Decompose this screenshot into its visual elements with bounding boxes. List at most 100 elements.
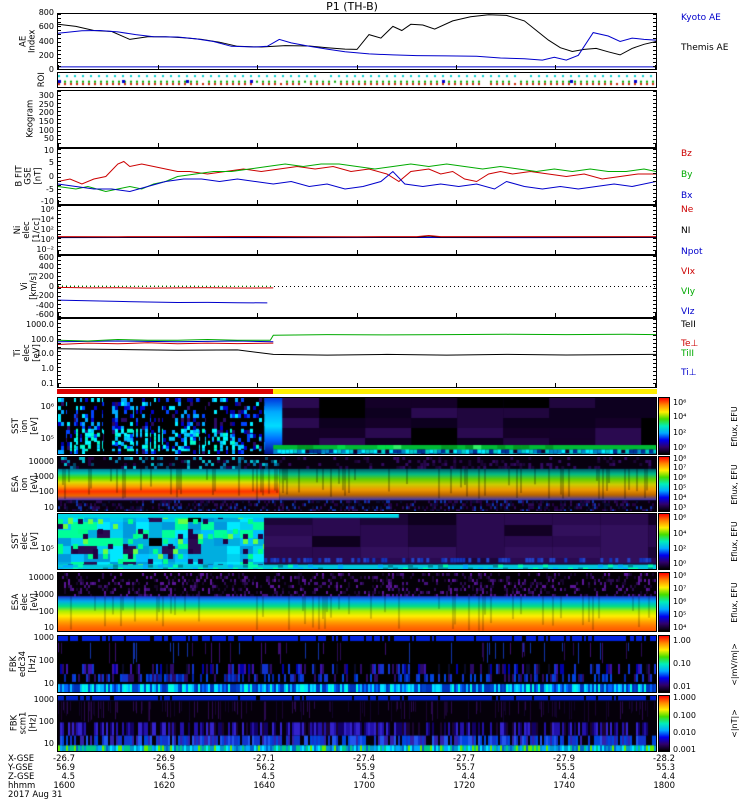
x-tick [356, 250, 358, 254]
xaxis-val-y-1740: 55.5 [556, 763, 575, 773]
ti-ytick: 1.0 [41, 364, 54, 374]
panel-ae [57, 13, 657, 70]
panel-roi [57, 72, 657, 88]
xaxis-date: 2017 Aug 31 [8, 790, 63, 800]
ni-axis-label: Ni elec [1/cc] [12, 205, 44, 255]
xaxis-val-y-1700: 55.9 [356, 763, 375, 773]
bfit-ytick: -5 [46, 184, 54, 194]
x-tick [256, 313, 258, 317]
ni-ytick: 10⁴ [40, 215, 54, 224]
ni-ytick: 10⁰ [40, 235, 54, 244]
ti-legend-Te⊥: Te⊥ [681, 339, 699, 349]
x-tick [58, 65, 59, 69]
x-tick [58, 250, 59, 254]
esa_ion-axis-label: ESA ion [eV] [10, 456, 42, 512]
fbk_edc-axis-label: FBK edc34 [Hz] [8, 635, 40, 693]
xaxis-val-z-1640: 4.5 [261, 772, 275, 782]
xaxis-name-Y-GSE: Y-GSE [8, 763, 33, 773]
ae-lines [57, 14, 657, 68]
ni-ytick: 10⁶ [40, 205, 54, 214]
vi-ytick: -600 [35, 310, 54, 320]
x-tick [157, 313, 159, 317]
esa_elec-colorbar-tick: 10⁵ [673, 610, 687, 620]
xaxis-val-x-1600: -26.7 [53, 754, 75, 764]
ni-legend-Ne: Ne [681, 205, 694, 215]
keogram-ytick: 150 [38, 116, 54, 126]
fbk_scm-spectrogram [58, 696, 656, 751]
ti-legend-Ti⊥: Ti⊥ [681, 368, 697, 378]
ni-ytick: 10⁻² [36, 245, 54, 254]
xaxis-val-z-1600: 4.5 [61, 772, 75, 782]
xaxis-val-x-1620: -26.9 [153, 754, 175, 764]
fbk_edc-colorbar-tick: 0.01 [673, 682, 691, 692]
x-tick [256, 250, 258, 254]
fbk_scm-colorbar-tick: 0.100 [673, 711, 696, 721]
roi-axis-label-text: ROI [37, 72, 48, 88]
keogram-axis-label: Keogram [22, 90, 40, 148]
sst_elec-colorbar-tick: 10⁶ [673, 512, 687, 522]
fbk_scm-axis-label-text: FBK scm1 [Hz] [8, 712, 38, 735]
x-tick [655, 383, 656, 387]
bfit-axis-label: B FIT GSE [nT] [14, 148, 46, 205]
xaxis-val-time-1640: 1640 [253, 781, 275, 791]
sst_elec-colorbar-tick: 10² [673, 544, 687, 554]
ae-ytick: 600 [38, 22, 54, 32]
esa_ion-ytick: 10000 [28, 457, 54, 467]
vi-ytick: -200 [35, 291, 54, 301]
bfit-legend-Bz: Bz [681, 149, 692, 159]
keogram-ytick: 100 [38, 125, 54, 135]
ti-axis-label-text: Ti elec [eV] [12, 344, 42, 362]
sst_elec-colorbar-unit-text: Eflux, EFU [729, 521, 739, 562]
ae-ytick: 0 [48, 65, 54, 74]
xaxis-val-y-1620: 56.5 [156, 763, 175, 773]
sst_elec-axis-label: SST elec [eV] [10, 513, 42, 570]
sst_ion-colorbar-tick: 10⁴ [673, 412, 687, 422]
xaxis-name-Z-GSE: Z-GSE [8, 772, 35, 782]
ti-ytick: 0.1 [41, 378, 54, 388]
ti-legend-TiII: TiII [681, 349, 695, 359]
flag-bar-yellow [273, 389, 657, 394]
sst_elec-spectrogram [58, 514, 656, 569]
x-tick [655, 143, 656, 147]
bfit-ytick: 10 [43, 145, 54, 155]
ti-lines [57, 333, 657, 356]
ae-ytick: 800 [38, 8, 54, 17]
y-minor-ticks [653, 149, 656, 204]
xaxis-name-X-GSE: X-GSE [8, 754, 35, 764]
esa_elec-spectrogram [58, 573, 656, 631]
esa_ion-ytick: 1000 [33, 472, 54, 482]
x-tick [456, 313, 458, 317]
x-tick [555, 143, 557, 147]
x-tick [655, 250, 656, 254]
x-tick [58, 143, 59, 147]
x-tick [655, 200, 656, 204]
fbk_edc-axis-label-text: FBK edc34 [Hz] [8, 650, 38, 678]
y-minor-ticks [653, 256, 656, 317]
y-minor-ticks [653, 319, 656, 387]
y-minor-ticks [653, 91, 656, 147]
x-tick [256, 200, 258, 204]
ti-ytick: 1000.0 [26, 320, 54, 329]
sst_elec-colorbar-unit: Eflux, EFU [726, 513, 742, 570]
y-minor-ticks [58, 91, 61, 147]
esa_ion-colorbar-tick: 10³ [673, 503, 687, 513]
fbk_edc-ytick: 100 [38, 656, 54, 666]
xaxis-val-y-1800: 55.3 [656, 763, 675, 773]
bfit-axis-label-text: B FIT GSE [nT] [14, 165, 44, 188]
xaxis-val-z-1620: 4.5 [161, 772, 175, 782]
x-tick [456, 250, 458, 254]
esa_ion-colorbar [658, 456, 670, 512]
xaxis-val-x-1800: -28.2 [653, 754, 675, 764]
panel-sst_ion [57, 397, 657, 455]
panel-keogram [57, 90, 657, 148]
xaxis-val-z-1720: 4.4 [461, 772, 475, 782]
ni-legend-NI: NI [681, 226, 691, 236]
sst_elec-ytick: 10⁵ [40, 543, 54, 553]
x-tick [456, 200, 458, 204]
panel-fbk_scm [57, 695, 657, 752]
vi-ytick: 0 [48, 281, 54, 291]
x-tick [157, 65, 159, 69]
xaxis-val-time-1700: 1700 [353, 781, 375, 791]
x-tick [555, 250, 557, 254]
panel-ni [57, 205, 657, 255]
